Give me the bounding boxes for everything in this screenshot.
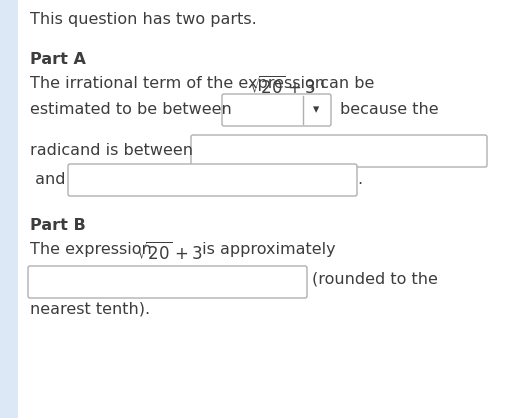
Text: radicand is between: radicand is between xyxy=(30,143,193,158)
Text: (rounded to the: (rounded to the xyxy=(312,272,438,287)
Text: .: . xyxy=(357,172,362,187)
Text: The irrational term of the expression: The irrational term of the expression xyxy=(30,76,330,91)
Text: $\sqrt{20}+3$: $\sqrt{20}+3$ xyxy=(249,76,316,98)
Text: and: and xyxy=(30,172,65,187)
Text: This question has two parts.: This question has two parts. xyxy=(30,12,257,27)
Text: because the: because the xyxy=(340,102,439,117)
Text: is approximately: is approximately xyxy=(197,242,336,257)
FancyBboxPatch shape xyxy=(191,135,487,167)
FancyBboxPatch shape xyxy=(68,164,357,196)
Text: Part B: Part B xyxy=(30,218,86,233)
Bar xyxy=(0,0,18,418)
Text: Part A: Part A xyxy=(30,52,86,67)
Text: $\sqrt{20}+3$: $\sqrt{20}+3$ xyxy=(136,242,202,264)
Text: ▾: ▾ xyxy=(313,104,319,117)
Text: estimated to be between: estimated to be between xyxy=(30,102,232,117)
Text: nearest tenth).: nearest tenth). xyxy=(30,302,150,317)
FancyBboxPatch shape xyxy=(28,266,307,298)
FancyBboxPatch shape xyxy=(222,94,331,126)
Text: The expression: The expression xyxy=(30,242,157,257)
Text: , can be: , can be xyxy=(310,76,374,91)
